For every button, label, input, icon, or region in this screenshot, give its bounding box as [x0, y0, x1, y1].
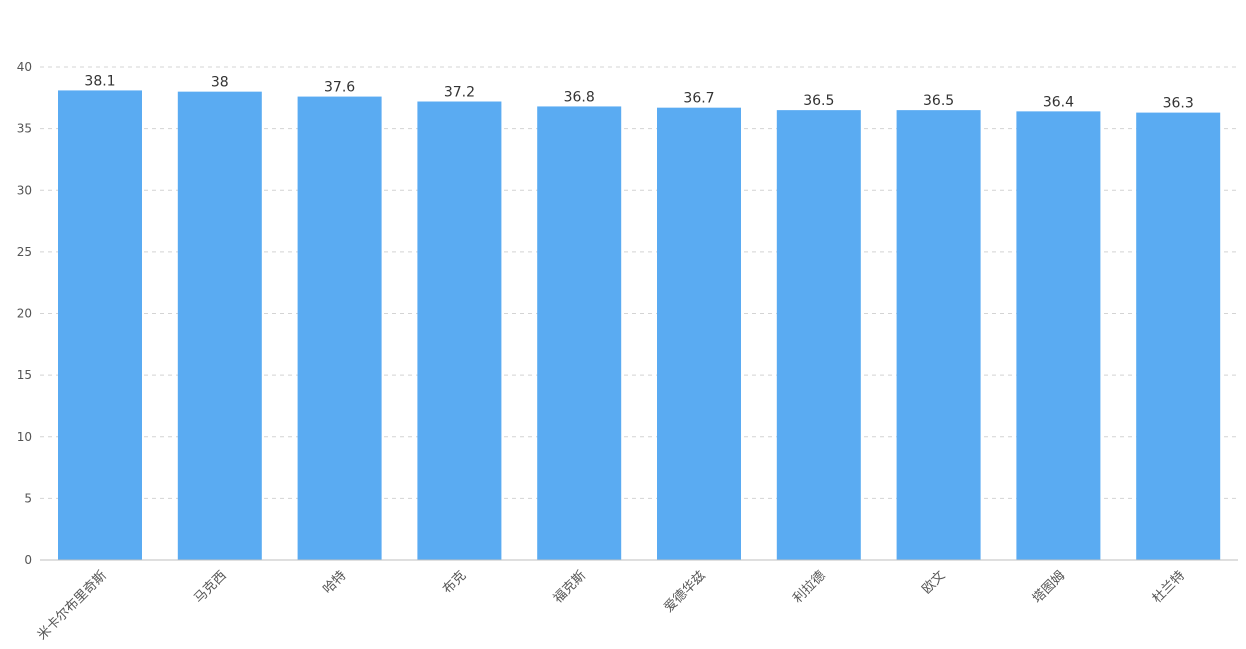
x-tick-label: 利拉德: [790, 568, 828, 606]
bar: [177, 91, 262, 561]
y-tick-label: 10: [17, 430, 32, 444]
x-tick-label: 塔图姆: [1030, 568, 1068, 606]
bar: [1016, 111, 1101, 561]
bars: [58, 90, 1221, 561]
x-tick-label: 布克: [440, 568, 469, 597]
data-label: 36.5: [923, 93, 954, 109]
data-label: 36.7: [683, 91, 714, 107]
x-tick-label: 福克斯: [551, 568, 589, 606]
x-tick-label: 爱德华兹: [661, 568, 708, 615]
data-label: 37.2: [444, 85, 475, 101]
y-axis-ticks: 0 5 10 15 20 25 30 35 40: [17, 60, 32, 567]
data-label: 38: [211, 75, 229, 91]
y-tick-label: 5: [24, 491, 32, 505]
y-tick-label: 15: [17, 368, 32, 382]
y-tick-label: 20: [17, 307, 32, 321]
y-tick-label: 25: [17, 245, 32, 259]
data-label: 37.6: [324, 80, 355, 96]
data-label: 36.5: [803, 93, 834, 109]
x-tick-label: 米卡尔布里奇斯: [34, 568, 110, 644]
x-axis-ticks: 米卡尔布里奇斯 马克西 哈特 布克 福克斯 爱德华兹 利拉德 欧文 塔图姆 杜兰特: [34, 568, 1188, 644]
y-tick-label: 35: [17, 122, 32, 136]
bar: [1136, 112, 1221, 560]
x-tick-label: 欧文: [919, 568, 948, 597]
bar: [776, 110, 861, 560]
x-tick-label: 杜兰特: [1150, 568, 1188, 606]
bar: [896, 110, 981, 560]
y-tick-label: 0: [24, 553, 32, 567]
bar: [417, 101, 502, 560]
data-label: 36.4: [1043, 94, 1074, 110]
bar: [537, 106, 622, 560]
data-label: 38.1: [84, 73, 115, 89]
data-labels: 38.1 38 37.6 37.2 36.8 36.7 36.5 36.5 36.4 36.3: [84, 73, 1193, 111]
bar: [58, 90, 142, 560]
bar: [297, 96, 382, 560]
y-tick-label: 30: [17, 183, 32, 197]
data-label: 36.8: [564, 89, 595, 105]
data-label: 36.3: [1163, 96, 1194, 112]
y-tick-label: 40: [17, 60, 32, 74]
x-tick-label: 马克西: [191, 568, 229, 606]
x-tick-label: 哈特: [320, 568, 349, 597]
bar: [657, 107, 741, 561]
